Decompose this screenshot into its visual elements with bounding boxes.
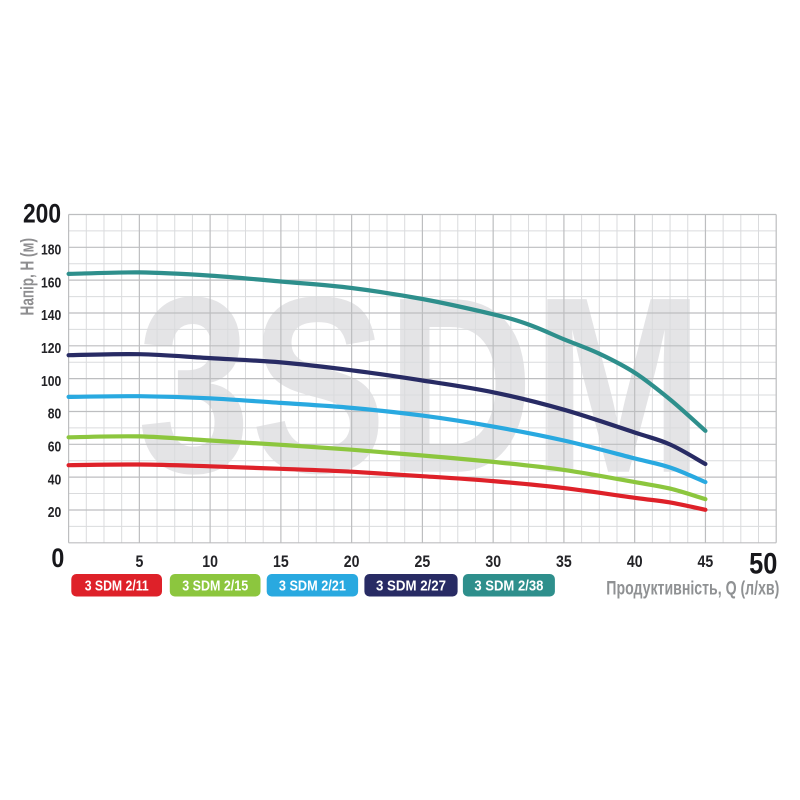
svg-text:3 SDM 2/27: 3 SDM 2/27 (376, 577, 446, 594)
svg-text:30: 30 (485, 553, 501, 571)
svg-text:20: 20 (48, 504, 62, 521)
svg-text:40: 40 (627, 553, 643, 571)
svg-text:140: 140 (41, 307, 62, 324)
svg-text:160: 160 (41, 274, 62, 291)
svg-text:50: 50 (749, 547, 777, 580)
svg-text:100: 100 (41, 373, 62, 390)
svg-text:60: 60 (48, 438, 62, 455)
svg-text:Напір, H (м): Напір, H (м) (18, 238, 38, 316)
svg-text:25: 25 (415, 553, 431, 571)
svg-text:80: 80 (48, 405, 62, 422)
svg-text:3 SDM 2/11: 3 SDM 2/11 (85, 577, 149, 594)
svg-text:180: 180 (41, 241, 62, 258)
svg-text:0: 0 (51, 543, 64, 573)
svg-text:40: 40 (48, 471, 62, 488)
svg-text:3 SDM 2/15: 3 SDM 2/15 (182, 577, 248, 594)
svg-text:10: 10 (202, 553, 218, 571)
svg-text:5: 5 (135, 553, 143, 571)
svg-text:3SDM: 3SDM (137, 246, 703, 526)
svg-text:3 SDM 2/38: 3 SDM 2/38 (474, 577, 543, 594)
svg-text:Продуктивність, Q (л/хв): Продуктивність, Q (л/хв) (606, 578, 779, 599)
svg-text:200: 200 (23, 200, 61, 229)
svg-text:20: 20 (344, 553, 360, 571)
svg-text:3 SDM 2/21: 3 SDM 2/21 (279, 577, 346, 594)
svg-text:120: 120 (41, 340, 62, 357)
svg-text:15: 15 (273, 553, 289, 571)
svg-text:35: 35 (556, 553, 572, 571)
svg-text:45: 45 (698, 553, 714, 571)
